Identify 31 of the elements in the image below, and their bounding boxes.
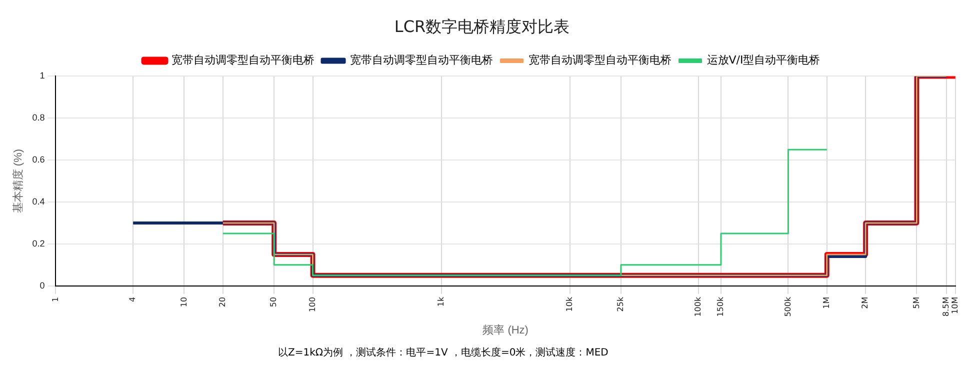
x-tick-label: 20 bbox=[218, 296, 228, 308]
x-tick-label: 25k bbox=[616, 296, 626, 312]
x-tick-label: 5M bbox=[912, 296, 921, 309]
x-axis-title: 频率 (Hz) bbox=[482, 323, 528, 336]
y-tick-label: 0 bbox=[40, 280, 45, 290]
y-tick-label: 0.6 bbox=[32, 154, 45, 165]
legend-label: 宽带自动调零型自动平衡电桥 bbox=[528, 54, 672, 67]
y-tick-label: 0.8 bbox=[32, 112, 45, 123]
x-tick-label: 100 bbox=[308, 296, 317, 312]
x-tick-label: 1 bbox=[50, 296, 60, 302]
y-axis-title: 基本精度 (%) bbox=[12, 148, 25, 214]
x-tick-label: 1k bbox=[436, 296, 446, 307]
x-tick-label: 500k bbox=[783, 296, 792, 317]
x-tick-label: 8.5M bbox=[941, 296, 950, 317]
x-tick-label: 10 bbox=[179, 296, 188, 308]
text: 以Z=1kΩ为例 ，测试条件：电平=1V ，电缆长度=0米，测试速度：MED bbox=[278, 346, 609, 359]
y-tick-label: 0.2 bbox=[32, 238, 45, 248]
y-tick-label: 0.4 bbox=[32, 196, 45, 207]
x-tick-label: 150k bbox=[716, 296, 726, 317]
x-tick-label: 1M bbox=[822, 296, 831, 309]
x-tick-label: 100k bbox=[693, 296, 702, 317]
y-tick-label: 1 bbox=[40, 70, 45, 81]
x-tick-label: 50 bbox=[269, 296, 278, 308]
chart-title: LCR数字电桥精度对比表 bbox=[394, 16, 570, 36]
x-tick-label: 10M bbox=[950, 296, 960, 314]
x-tick-label: 10k bbox=[564, 296, 574, 312]
legend-label: 宽带自动调零型自动平衡电桥 bbox=[171, 54, 314, 67]
legend-label: 运放V/I型自动平衡电桥 bbox=[706, 54, 820, 67]
x-tick-label: 2M bbox=[860, 296, 870, 309]
legend-label: 宽带自动调零型自动平衡电桥 bbox=[350, 54, 493, 67]
x-tick-label: 4 bbox=[128, 296, 138, 302]
